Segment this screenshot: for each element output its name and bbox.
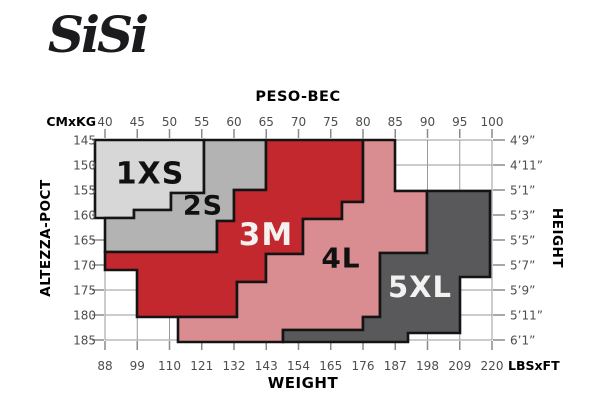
tick-label-top: 55 (194, 115, 209, 129)
top-axis-corner-label: CMxKG (46, 114, 96, 129)
tick-label-right: 5’3” (510, 209, 535, 223)
tick-label-left: 180 (73, 309, 96, 323)
tick-label-bottom: 220 (481, 359, 504, 373)
tick-label-bottom: 198 (416, 359, 439, 373)
tick-label-left: 185 (73, 334, 96, 348)
tick-label-right: 4’11” (510, 159, 543, 173)
tick-label-top: 75 (323, 115, 338, 129)
tick-label-left: 165 (73, 234, 96, 248)
tick-label-left: 160 (73, 209, 96, 223)
tick-label-top: 70 (291, 115, 306, 129)
tick-label-bottom: 187 (384, 359, 407, 373)
tick-label-bottom: 110 (158, 359, 181, 373)
tick-label-bottom: 132 (223, 359, 246, 373)
tick-label-right: 5’11” (510, 309, 543, 323)
tick-label-bottom: 99 (130, 359, 145, 373)
brand-logo: SiSi (47, 5, 149, 64)
left-axis-title: ALTEZZA-РОСТ (38, 179, 54, 297)
tick-label-left: 145 (73, 134, 96, 148)
region-label-5XL: 5XL (388, 270, 452, 304)
tick-label-left: 155 (73, 184, 96, 198)
tick-label-bottom: 209 (448, 359, 471, 373)
tick-label-top: 45 (130, 115, 145, 129)
tick-label-top: 65 (259, 115, 274, 129)
bottom-axis-title: WEIGHT (268, 374, 339, 392)
region-label-4L: 4L (321, 242, 360, 275)
tick-label-top: 50 (162, 115, 177, 129)
tick-label-top: 100 (481, 115, 504, 129)
region-5XL (281, 189, 492, 344)
right-axis-title: HEIGHT (549, 208, 565, 268)
tick-label-right: 4’9” (510, 134, 535, 148)
tick-label-top: 95 (452, 115, 467, 129)
tick-label-top: 40 (97, 115, 112, 129)
tick-label-right: 6’1” (510, 334, 535, 348)
top-axis-title: PESO-ВЕС (255, 89, 340, 105)
tick-label-top: 60 (226, 115, 241, 129)
region-label-3M: 3M (239, 217, 293, 253)
tick-label-bottom: 176 (352, 359, 375, 373)
tick-label-top: 80 (355, 115, 370, 129)
tick-label-right: 5’7” (510, 259, 535, 273)
bottom-axis-corner-label: LBSxFT (508, 358, 560, 373)
tick-label-top: 85 (388, 115, 403, 129)
region-label-2S: 2S (183, 191, 223, 222)
tick-label-left: 170 (73, 259, 96, 273)
tick-label-bottom: 154 (287, 359, 310, 373)
tick-label-top: 90 (420, 115, 435, 129)
tick-label-bottom: 121 (190, 359, 213, 373)
tick-label-left: 175 (73, 284, 96, 298)
tick-label-bottom: 143 (255, 359, 278, 373)
tick-label-right: 5’1” (510, 184, 535, 198)
region-label-1XS: 1XS (116, 157, 185, 192)
tick-label-left: 150 (73, 159, 96, 173)
tick-label-right: 5’9” (510, 284, 535, 298)
tick-label-bottom: 165 (319, 359, 342, 373)
tick-label-bottom: 88 (97, 359, 112, 373)
tick-label-right: 5’5” (510, 234, 535, 248)
